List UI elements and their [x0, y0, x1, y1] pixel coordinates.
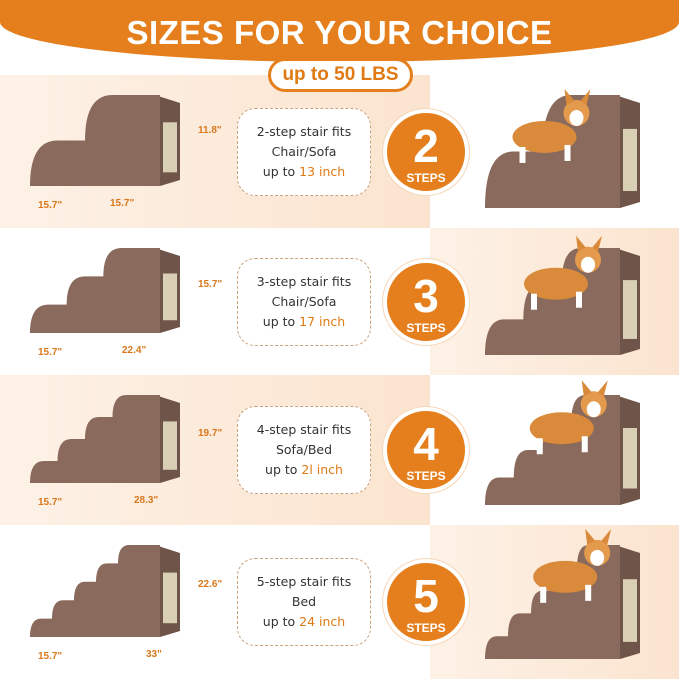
size-option-2-step: 11.8" 15.7" 15.7" 2-step stair fits Chai…: [0, 75, 679, 228]
steps-label: STEPS: [406, 621, 446, 635]
depth-dimension: 15.7": [38, 497, 63, 508]
fit-line-1: 4-step stair fits: [256, 422, 352, 437]
fit-description: 3-step stair fits Chair/Sofa up to 17 in…: [237, 257, 371, 346]
scratch-pad: [163, 421, 177, 470]
fit-height-prefix: up to: [262, 313, 300, 329]
height-dimension: 22.6": [198, 578, 223, 590]
size-option-3-step: 15.7" 15.7" 22.4" 3-step stair fits Chai…: [0, 228, 679, 375]
step-number: 3: [413, 269, 439, 322]
scratch-pad: [163, 572, 177, 624]
corgi-dog: [512, 88, 591, 163]
fit-furniture: Bed: [291, 594, 317, 609]
stair-body: [30, 248, 160, 333]
steps-label: STEPS: [406, 170, 446, 185]
scratch-pad: [163, 273, 177, 321]
fit-furniture: Chair/Sofa: [271, 143, 337, 159]
fit-height-value: 13 inch: [299, 163, 346, 179]
scratch-pad: [623, 128, 637, 192]
corgi-dog: [524, 235, 602, 310]
scratch-pad: [163, 122, 177, 173]
size-option-4-step: 19.7" 15.7" 28.3" 4-step stair fits Sofa…: [0, 375, 679, 525]
stair-product-image: [30, 545, 180, 637]
corgi-dog: [533, 528, 612, 603]
fit-height-value: 24 inch: [299, 614, 346, 629]
depth-dimension: 15.7": [38, 651, 63, 662]
scratch-pad: [623, 428, 637, 489]
steps-label: STEPS: [406, 469, 446, 483]
fit-height: up to 13 inch: [238, 162, 370, 182]
fit-description: 4-step stair fits Sofa/Bed up to 2l inch: [237, 406, 371, 494]
stair-body: [485, 248, 620, 355]
length-dimension: 28.3": [134, 495, 159, 506]
fit-height-prefix: up to: [265, 462, 302, 477]
fit-height: up to 2l inch: [238, 460, 370, 480]
length-dimension: 22.4": [122, 345, 147, 356]
height-dimension: 15.7": [198, 279, 223, 291]
step-number: 2: [413, 119, 439, 172]
stair-product-image: [30, 95, 180, 186]
fit-description: 2-step stair fits Chair/Sofa up to 13 in…: [237, 107, 371, 196]
corgi-dog: [529, 380, 608, 455]
fit-height-prefix: up to: [262, 614, 300, 629]
length-dimension: 15.7": [110, 198, 135, 209]
fit-height: up to 17 inch: [238, 312, 370, 332]
steps-label: STEPS: [406, 320, 446, 335]
stair-product-image: [30, 248, 180, 333]
height-dimension: 19.7": [198, 427, 223, 439]
stair-body: [30, 395, 160, 483]
stair-with-dog-photo: [485, 528, 640, 659]
scratch-pad: [623, 579, 637, 642]
fit-height-value: 2l inch: [301, 462, 343, 477]
fit-furniture: Sofa/Bed: [275, 442, 333, 457]
stair-with-dog-photo: [485, 88, 640, 208]
stair-with-dog-photo: [485, 235, 640, 355]
scratch-pad: [623, 280, 637, 339]
step-count-badge: 2 STEPS: [383, 108, 469, 195]
stair-body: [30, 95, 160, 186]
length-dimension: 33": [146, 649, 162, 660]
stair-product-image: [30, 395, 180, 483]
fit-line-1: 2-step stair fits: [256, 123, 352, 139]
fit-furniture: Chair/Sofa: [271, 293, 337, 309]
fit-description: 5-step stair fits Bed up to 24 inch: [237, 558, 371, 646]
height-dimension: 11.8": [198, 125, 222, 136]
stair-with-dog-photo: [485, 380, 640, 505]
header-banner: [0, 0, 679, 62]
stair-body: [30, 545, 160, 637]
step-count-badge: 4 STEPS: [383, 407, 469, 493]
fit-line-1: 3-step stair fits: [256, 273, 352, 289]
weight-capacity-badge: up to 50 LBS: [268, 58, 413, 92]
depth-dimension: 15.7": [38, 347, 63, 358]
step-number: 5: [413, 570, 439, 622]
fit-height-value: 17 inch: [299, 313, 346, 329]
fit-height: up to 24 inch: [238, 612, 370, 632]
step-count-badge: 3 STEPS: [383, 258, 469, 345]
page-title: SIZES FOR YOUR CHOICE: [126, 14, 553, 51]
step-count-badge: 5 STEPS: [383, 559, 469, 645]
fit-line-1: 5-step stair fits: [256, 574, 352, 589]
step-number: 4: [413, 418, 439, 470]
depth-dimension: 15.7": [38, 200, 63, 211]
fit-height-prefix: up to: [262, 163, 300, 179]
size-option-5-step: 22.6" 15.7" 33" 5-step stair fits Bed up…: [0, 525, 679, 679]
